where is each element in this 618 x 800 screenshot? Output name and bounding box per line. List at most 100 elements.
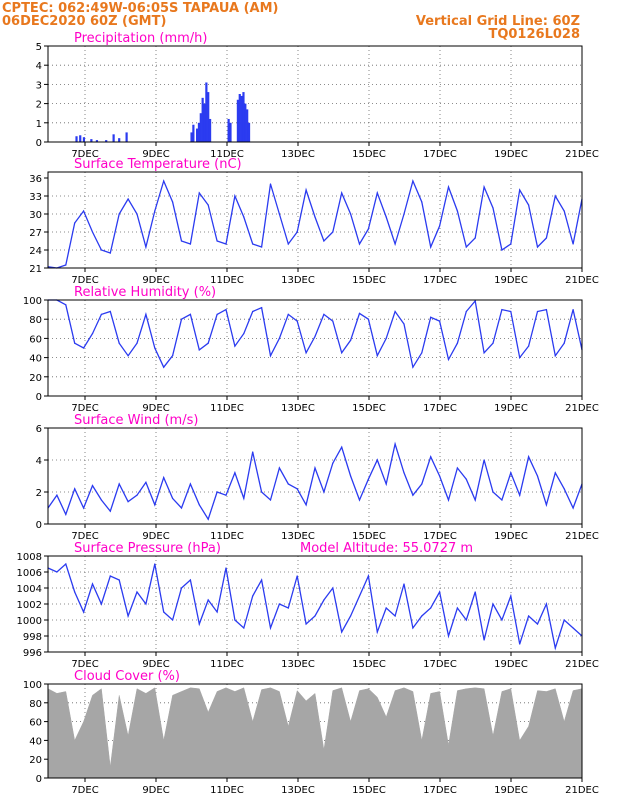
humidity-point (536, 310, 539, 313)
wind-point (216, 491, 218, 493)
precipitation-frame (47, 45, 583, 143)
humidity-point (510, 310, 512, 313)
humidity-point (376, 355, 378, 357)
pressure-point (492, 603, 494, 605)
pressure-point (154, 563, 156, 565)
cloud-cover-ytick-label: 100 (23, 680, 42, 691)
temperature-point (358, 243, 361, 245)
pressure-point (447, 635, 450, 637)
pressure-point (421, 615, 423, 617)
precipitation-bar (112, 134, 115, 142)
pressure-point (341, 631, 343, 633)
temperature-point (252, 243, 254, 245)
wind-point (545, 504, 548, 506)
wind-point (278, 467, 280, 469)
pressure-point (243, 627, 245, 629)
temperature-point (198, 192, 200, 194)
wind-point (536, 475, 539, 477)
precipitation-xtick-label: 19DEC (494, 149, 528, 160)
humidity-point (554, 355, 556, 357)
humidity-point (163, 366, 165, 368)
humidity-point (492, 342, 494, 344)
wind-point (198, 504, 200, 506)
humidity-point (269, 355, 272, 357)
humidity-ytick-label: 100 (23, 296, 42, 307)
cloud-cover-xtick-label: 17DEC (423, 785, 457, 796)
humidity-point (439, 320, 441, 322)
pressure-xtick-label: 13DEC (281, 659, 315, 670)
humidity-point (287, 313, 289, 315)
humidity-point (145, 313, 147, 315)
temperature-point (536, 246, 539, 248)
humidity-point (367, 318, 369, 320)
wind-ytick-label: 0 (36, 520, 42, 531)
wind-ytick-label: 6 (36, 424, 42, 435)
wind-xtick-label: 13DEC (281, 531, 315, 542)
temperature-point (492, 207, 494, 209)
humidity-xtick-label: 11DEC (210, 403, 244, 414)
precipitation-bar (207, 92, 210, 142)
cloud-cover-title: Cloud Cover (%) (74, 669, 180, 684)
precipitation-bar (208, 118, 212, 142)
temperature-point (332, 231, 334, 233)
temperature-point (528, 204, 530, 206)
temperature-point (189, 243, 191, 245)
pressure-point (74, 591, 76, 593)
pressure-point (225, 567, 227, 569)
pressure-point (519, 643, 521, 645)
temperature-point (421, 201, 423, 203)
humidity-xtick-label: 17DEC (423, 403, 457, 414)
humidity-point (341, 352, 343, 354)
temperature-xtick-label: 21DEC (565, 275, 599, 286)
wind-xtick-label: 7DEC (71, 531, 98, 542)
precipitation-bar (79, 135, 82, 142)
humidity-point (180, 318, 183, 320)
pressure-point (296, 575, 298, 577)
precipitation-bar (247, 122, 251, 142)
wind-point (572, 507, 574, 509)
temperature-point (572, 243, 574, 245)
wind-point (109, 510, 111, 512)
humidity-point (394, 310, 396, 313)
wind-point (358, 499, 361, 501)
cloud-cover-xtick-label: 7DEC (71, 785, 98, 796)
wind-frame (47, 427, 583, 525)
temperature-point (430, 246, 432, 248)
precipitation-ytick-label: 3 (36, 80, 42, 91)
pressure-point (83, 611, 85, 613)
temperature-xtick-label: 9DEC (142, 275, 169, 286)
humidity-point (91, 333, 94, 335)
pressure-point (510, 595, 512, 597)
pressure-ytick-label: 1000 (17, 616, 42, 627)
humidity-point (350, 339, 352, 341)
pressure-ytick-label: 1004 (17, 584, 42, 595)
precipitation-bar (192, 124, 195, 142)
precipitation-bar (90, 139, 93, 142)
wind-point (439, 475, 441, 477)
pressure-point (439, 591, 441, 593)
temperature-xtick-label: 15DEC (352, 275, 386, 286)
humidity-xtick-label: 15DEC (352, 403, 386, 414)
humidity-point (305, 352, 307, 354)
precipitation-bar (240, 95, 243, 142)
pressure-point (474, 591, 476, 593)
pressure-point (430, 607, 432, 609)
wind-xtick-label: 19DEC (494, 531, 528, 542)
temperature-point (91, 231, 94, 233)
cloud-cover-xtick-label: 21DEC (565, 785, 599, 796)
pressure-xtick-label: 7DEC (71, 659, 98, 670)
temperature-point (172, 201, 174, 203)
pressure-xtick-label: 15DEC (352, 659, 386, 670)
wind-xtick-label: 21DEC (565, 531, 599, 542)
pressure-xtick-label: 21DEC (565, 659, 599, 670)
precipitation-bar (238, 94, 241, 142)
temperature-frame (47, 171, 583, 269)
wind-point (430, 456, 432, 458)
pressure-point (314, 615, 316, 617)
precipitation-xtick-label: 7DEC (71, 149, 98, 160)
wind-xtick-label: 17DEC (423, 531, 457, 542)
pressure-point (563, 619, 565, 621)
humidity-frame (47, 299, 583, 397)
cloud-cover-xtick-label: 11DEC (210, 785, 244, 796)
humidity-point (385, 337, 387, 339)
